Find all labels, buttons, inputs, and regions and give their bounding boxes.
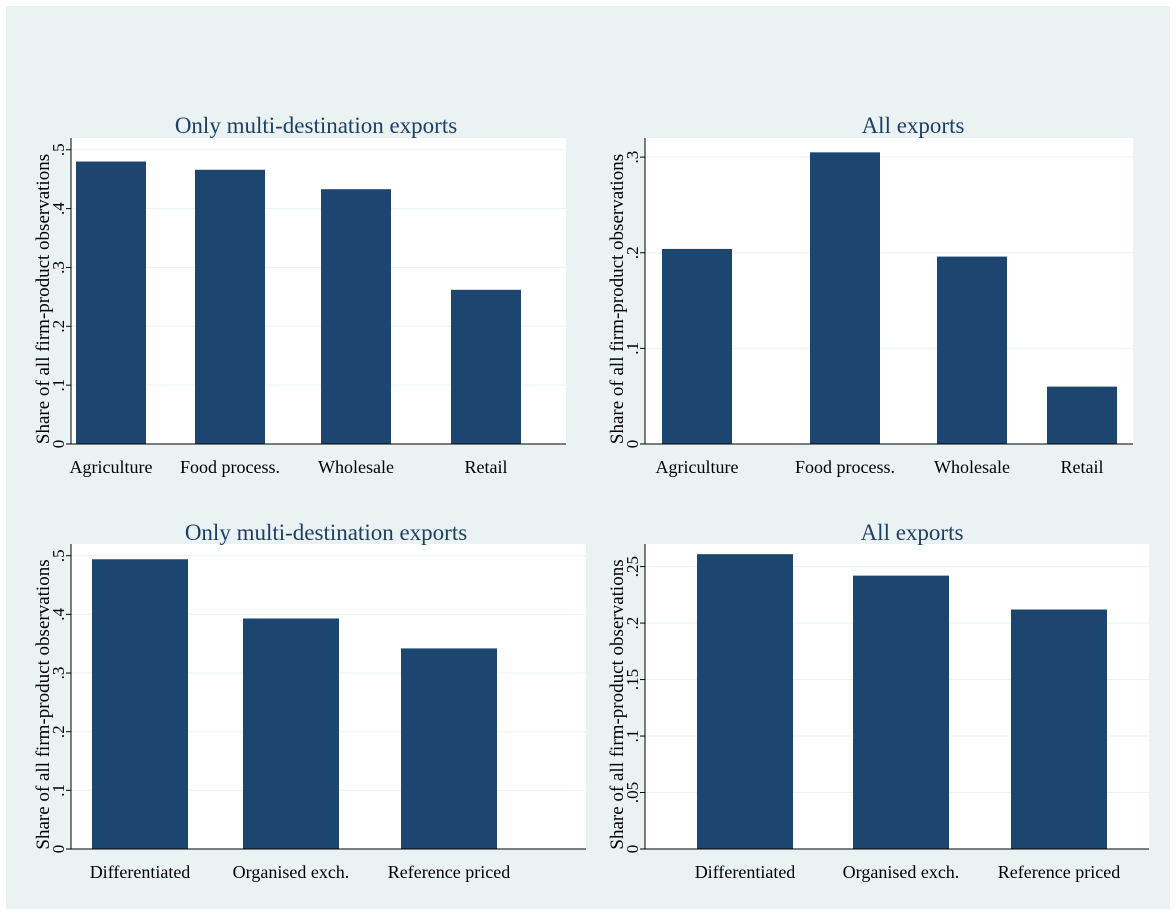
chart-panel-bottom-left: 0 .1 .2 .3 .4 .5 Share of all firm-product obs… — [33, 516, 621, 886]
y-tick-label: .25 — [623, 556, 642, 577]
y-tick-label: .4 — [49, 202, 68, 215]
category-label: Differentiated — [90, 862, 191, 882]
bar-retail — [451, 289, 521, 444]
bar-food-process — [195, 169, 265, 444]
y-tick-label: 0 — [49, 845, 68, 854]
y-tick-label: .05 — [623, 782, 642, 803]
chart-title: Only multi-destination exports — [185, 520, 467, 545]
category-label: Retail — [465, 457, 508, 477]
y-tick-label: .15 — [623, 669, 642, 690]
category-label: Organised exch. — [843, 862, 960, 882]
bar-agriculture — [76, 161, 146, 444]
y-tick-label: 0 — [623, 845, 642, 854]
figure: 0.1.2.3.4.5 Share of all firm-product obs… — [6, 6, 1170, 909]
y-tick-label: .3 — [49, 667, 68, 680]
category-label: Wholesale — [318, 457, 394, 477]
y-tick-label: .3 — [49, 261, 68, 274]
y-tick-label: .2 — [49, 320, 68, 333]
category-label: Food process. — [795, 457, 895, 477]
bar-organised-exch — [243, 618, 339, 849]
bar-retail — [1047, 386, 1117, 444]
chart-panel-top-right: 0 .1 .2 .3 Share of all firm-product observa… — [607, 111, 1175, 481]
chart-title: All exports — [861, 520, 964, 545]
y-tick-label: .2 — [623, 246, 642, 259]
bar-reference-priced — [401, 648, 497, 849]
category-label: Agriculture — [656, 457, 739, 477]
y-tick-label: .5 — [49, 143, 68, 156]
y-tick-label: .2 — [49, 725, 68, 738]
category-label: Organised exch. — [233, 862, 350, 882]
y-axis-label: Share of all firm-product observations — [33, 154, 54, 444]
bar-reference-priced — [1011, 609, 1107, 849]
category-label: Reference priced — [998, 862, 1120, 882]
bar-organised-exch — [853, 575, 949, 849]
y-tick-label: .3 — [623, 151, 642, 164]
category-label: Retail — [1061, 457, 1104, 477]
category-label: Food process. — [180, 457, 280, 477]
y-tick-label: .1 — [49, 379, 68, 392]
bar-wholesale — [321, 189, 391, 444]
category-label: Agriculture — [70, 457, 153, 477]
chart-panel-bottom-right: 0 .05 .1 .15 .2 .25 Share of all firm-product … — [607, 516, 1175, 886]
y-tick-label: .1 — [623, 730, 642, 743]
bar-wholesale — [937, 256, 1007, 444]
bar-differentiated — [697, 554, 793, 849]
category-label: Differentiated — [695, 862, 796, 882]
bar-food-process — [810, 152, 880, 444]
bar-differentiated — [92, 559, 188, 849]
y-tick-label: .4 — [49, 608, 68, 621]
chart-title: Only multi-destination exports — [175, 113, 457, 138]
chart-panel-top-left: 0 .1 .2 .3 .4 .5 Share of all firm-product obs… — [33, 111, 621, 481]
y-tick-label: .5 — [49, 549, 68, 562]
y-tick-label: 0 — [623, 440, 642, 449]
y-axis-label: Share of all firm-product observations — [33, 559, 54, 849]
category-label: Reference priced — [388, 862, 510, 882]
y-tick-label: .2 — [623, 617, 642, 630]
chart-title: All exports — [862, 113, 965, 138]
y-tick-label: .1 — [623, 342, 642, 355]
category-label: Wholesale — [934, 457, 1010, 477]
y-tick-label: 0 — [49, 440, 68, 449]
y-axis-label: Share of all firm-product observations — [607, 559, 628, 849]
y-axis-label: Share of all firm-product observations — [607, 154, 628, 444]
bar-agriculture — [662, 248, 732, 444]
y-tick-label: .1 — [49, 784, 68, 797]
